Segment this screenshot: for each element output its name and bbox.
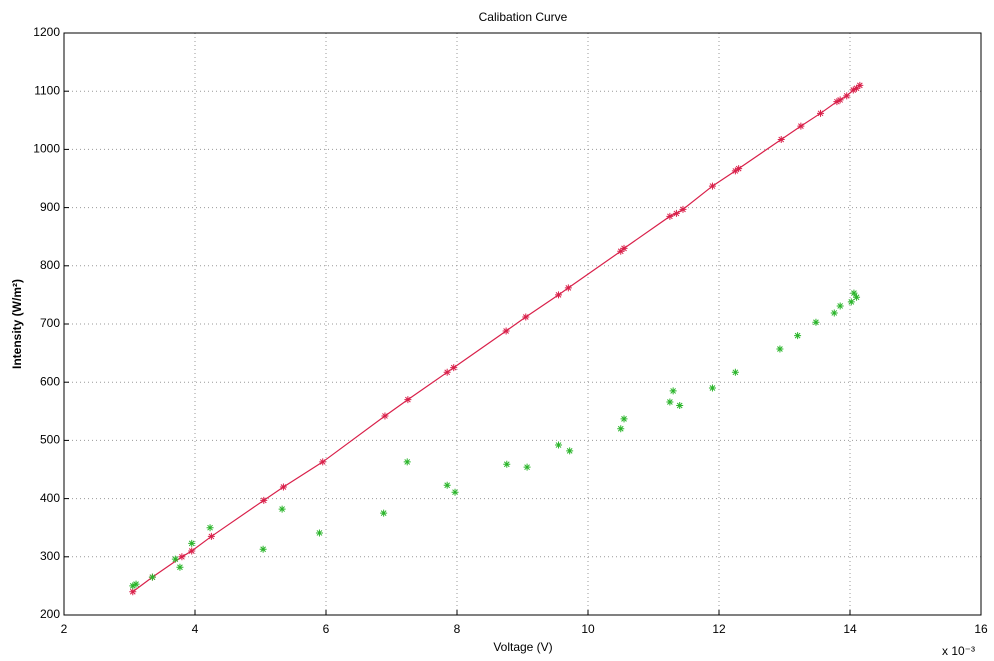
data-point [316, 529, 323, 536]
data-point [207, 524, 214, 531]
x-tick-label: 2 [61, 622, 68, 636]
x-tick-label: 12 [712, 622, 726, 636]
data-point [188, 547, 195, 554]
data-point [555, 291, 562, 298]
data-point [524, 464, 531, 471]
data-point [621, 245, 628, 252]
data-point [853, 294, 860, 301]
data-point [797, 123, 804, 130]
data-point [176, 564, 183, 571]
x-axis-label: Voltage (V) [493, 640, 552, 654]
data-point [666, 213, 673, 220]
data-point [565, 284, 572, 291]
data-point [794, 332, 801, 339]
y-tick-label: 200 [40, 607, 60, 621]
data-point [837, 96, 844, 103]
data-point [843, 92, 850, 99]
x-tick-label: 4 [192, 622, 199, 636]
data-point [666, 398, 673, 405]
data-point [404, 396, 411, 403]
y-tick-label: 900 [40, 200, 60, 214]
data-point [149, 574, 156, 581]
data-point [450, 364, 457, 371]
data-point [380, 510, 387, 517]
data-point [732, 369, 739, 376]
data-point [817, 110, 824, 117]
data-point [856, 82, 863, 89]
data-point [280, 483, 287, 490]
x-tick-label: 16 [974, 622, 988, 636]
data-point [444, 369, 451, 376]
data-point [735, 165, 742, 172]
data-point [621, 415, 628, 422]
x-exponent-label: x 10⁻³ [942, 644, 975, 658]
data-point [279, 506, 286, 513]
y-tick-label: 400 [40, 491, 60, 505]
data-point [522, 314, 529, 321]
y-tick-label: 800 [40, 258, 60, 272]
chart: Calibation Curve Voltage (V) x 10⁻³ Inte… [0, 0, 994, 661]
chart-title: Calibation Curve [479, 10, 568, 24]
plot-area [64, 33, 981, 615]
data-point [778, 136, 785, 143]
x-tick-label: 10 [581, 622, 595, 636]
data-point [617, 425, 624, 432]
x-tick-label: 8 [454, 622, 461, 636]
y-tick-label: 700 [40, 316, 60, 330]
data-point [812, 319, 819, 326]
data-point [260, 497, 267, 504]
data-point [566, 447, 573, 454]
data-point [503, 327, 510, 334]
data-point [555, 442, 562, 449]
data-point [260, 546, 267, 553]
data-point [676, 402, 683, 409]
data-point [444, 482, 451, 489]
data-point [178, 553, 185, 560]
y-tick-label: 300 [40, 549, 60, 563]
data-point [776, 346, 783, 353]
y-tick-label: 500 [40, 433, 60, 447]
y-tick-label: 1200 [33, 25, 60, 39]
data-point [709, 183, 716, 190]
data-point [837, 302, 844, 309]
data-point [709, 385, 716, 392]
y-tick-label: 1100 [34, 83, 60, 97]
data-point [673, 210, 680, 217]
y-axis-label: Intensity (W/m²) [10, 279, 24, 369]
data-point [831, 309, 838, 316]
data-point [188, 540, 195, 547]
data-point [404, 458, 411, 465]
y-tick-label: 1000 [33, 142, 60, 156]
data-point [670, 387, 677, 394]
data-point [172, 556, 179, 563]
data-point [133, 581, 140, 588]
data-point [381, 412, 388, 419]
data-point [452, 489, 459, 496]
data-point [208, 533, 215, 540]
x-tick-label: 6 [323, 622, 330, 636]
data-point [503, 461, 510, 468]
x-tick-label: 14 [843, 622, 857, 636]
y-tick-label: 600 [40, 374, 60, 388]
data-point [319, 458, 326, 465]
data-point [679, 206, 686, 213]
